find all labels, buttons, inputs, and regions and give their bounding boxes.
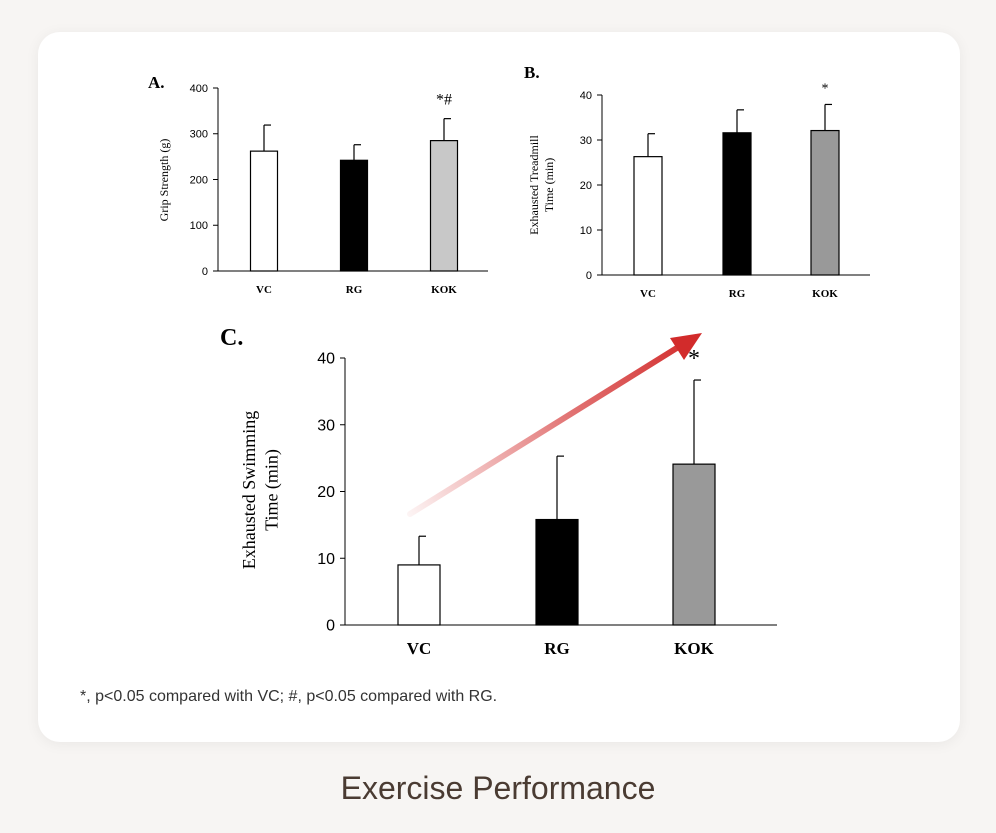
bar-kok: [810, 129, 840, 276]
chart-panel-2: B. 0 10 20 30 40 Exhausted TreadmillTime (min)…: [524, 63, 870, 300]
y-axis-label: Exhausted TreadmillTime (min): [527, 135, 556, 235]
significance-marker: *#: [436, 92, 452, 109]
x-tick-label: VC: [407, 639, 432, 658]
bar-vc: [249, 150, 279, 272]
y-tick-label: 100: [190, 220, 208, 232]
bar-kok: [429, 140, 459, 272]
y-axis-label: Exhausted Swimming Time (min): [239, 411, 283, 570]
significance-marker: *: [822, 81, 829, 96]
bar-vc: [397, 564, 441, 626]
x-tick-label: KOK: [431, 284, 457, 296]
y-tick-label: 0: [326, 618, 335, 635]
y-tick-label: 300: [190, 129, 208, 141]
bar-rg: [535, 518, 579, 626]
panel-label: B.: [524, 63, 540, 82]
bar-vc: [633, 156, 663, 276]
y-tick-label: 40: [580, 90, 592, 102]
bar-rg: [339, 159, 369, 272]
y-tick-label: 0: [202, 266, 208, 278]
page-title: Exercise Performance: [340, 770, 656, 806]
y-tick-label: 400: [190, 83, 208, 95]
y-tick-label: 20: [580, 180, 592, 192]
trend-arrow-shaft: [407, 343, 683, 517]
x-tick-label: RG: [544, 639, 570, 658]
y-tick-label: 10: [317, 551, 335, 568]
chart-panel-3: C. 0 10 20 30 40 Exhausted Swimming Time (min) V…: [220, 325, 777, 658]
y-tick-label: 30: [317, 417, 335, 434]
y-tick-label: 0: [586, 270, 592, 282]
y-axis-label: Grip Strength (g): [157, 139, 171, 222]
panel-label: C.: [220, 325, 243, 351]
x-tick-label: RG: [346, 284, 363, 296]
significance-marker: *: [688, 346, 700, 372]
footnote: *, p<0.05 compared with VC; #, p<0.05 co…: [80, 688, 498, 705]
x-tick-label: VC: [256, 284, 272, 296]
figure-card: [38, 32, 960, 742]
y-tick-label: 30: [580, 135, 592, 147]
x-tick-label: VC: [640, 288, 656, 300]
bar-rg: [722, 132, 752, 276]
trend-arrow-head: [670, 333, 702, 360]
y-tick-label: 20: [317, 484, 335, 501]
y-tick-label: 10: [580, 225, 592, 237]
x-tick-label: RG: [729, 288, 746, 300]
chart-panel-1: A. 0 100 200 300 400 Grip Strength (g) VC RG KOK *…: [148, 73, 488, 296]
y-tick-label: 40: [317, 351, 335, 368]
x-tick-label: KOK: [674, 639, 714, 658]
x-tick-label: KOK: [812, 288, 838, 300]
panel-label: A.: [148, 73, 165, 92]
bar-kok: [672, 463, 716, 626]
y-tick-label: 200: [190, 174, 208, 186]
